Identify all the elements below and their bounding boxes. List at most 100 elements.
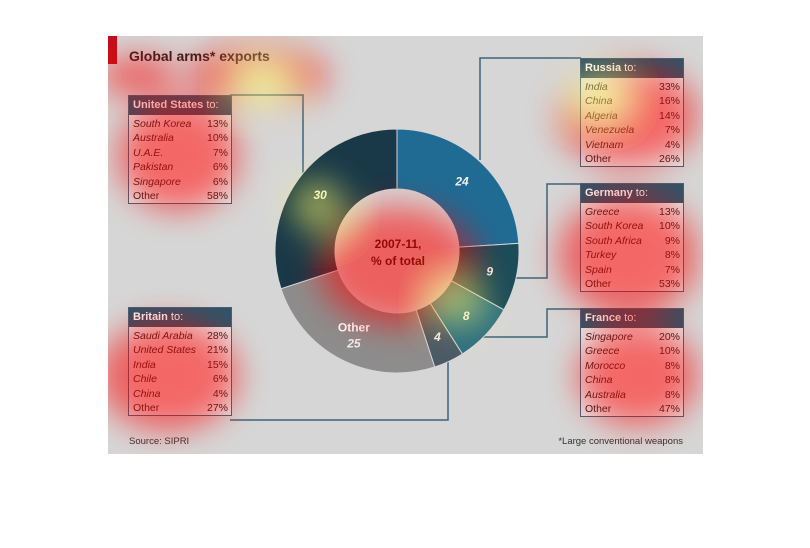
table-row: Other 53%	[581, 277, 683, 291]
destination-share: 15%	[206, 358, 228, 371]
table-row: China 16%	[581, 94, 683, 108]
table-row: India 15%	[129, 358, 231, 372]
table-row: United States 21%	[129, 343, 231, 357]
slice-value-label: 24	[454, 175, 469, 189]
destination-share: 21%	[206, 344, 228, 357]
destination-name: United States	[133, 344, 197, 357]
destination-share: 6%	[212, 175, 228, 188]
slice-value-label: 8	[463, 309, 470, 323]
destination-name: China	[133, 387, 161, 400]
destination-name: India	[133, 358, 156, 371]
box-header: France to:	[581, 309, 683, 328]
table-row: China 8%	[581, 373, 683, 387]
table-row: Australia 8%	[581, 388, 683, 402]
destination-name: Greece	[585, 345, 620, 358]
destination-share: 47%	[658, 403, 680, 416]
table-row: Singapore 20%	[581, 330, 683, 344]
destination-share: 58%	[206, 190, 228, 203]
france-exports-box: France to: Singapore 20% Greece 10% Morocco 8…	[580, 308, 684, 418]
destination-share: 9%	[664, 234, 680, 247]
center-label-line-2: % of total	[371, 254, 425, 268]
destination-share: 26%	[658, 153, 680, 166]
table-row: Other 58%	[129, 189, 231, 203]
slice-label: Other	[338, 321, 370, 335]
country-suffix: to:	[624, 312, 637, 324]
table-row: U.A.E. 7%	[129, 146, 231, 160]
destination-name: Algeria	[585, 109, 618, 122]
footnote: *Large conventional weapons	[558, 436, 683, 447]
table-row: Chile 6%	[129, 372, 231, 386]
country-name: Russia	[585, 62, 622, 74]
destination-name: Pakistan	[133, 161, 174, 174]
donut-slice	[396, 128, 520, 248]
slice-value-label: 9	[486, 265, 493, 279]
destination-name: Saudi Arabia	[133, 330, 193, 342]
germany-exports-box: Germany to: Greece 13% South Korea 10% South…	[580, 183, 684, 293]
destination-name: Vietnam	[585, 138, 624, 151]
table-row: China 4%	[129, 387, 231, 401]
destination-name: India	[585, 81, 608, 93]
leader-us	[230, 94, 304, 175]
destination-name: Australia	[133, 132, 174, 145]
destination-share: 33%	[658, 81, 680, 93]
destination-name: Greece	[585, 206, 620, 218]
destination-share: 53%	[658, 278, 680, 291]
table-row: South Korea 10%	[581, 219, 683, 233]
table-row: Other 47%	[581, 402, 683, 416]
destination-name: Other	[585, 153, 612, 166]
destination-share: 8%	[664, 388, 680, 401]
destination-name: Other	[585, 278, 612, 291]
country-name: United States	[133, 99, 204, 111]
destination-share: 20%	[658, 331, 680, 343]
destination-share: 13%	[658, 206, 680, 218]
destination-name: South Korea	[133, 118, 192, 130]
us-exports-box: United States to: South Korea 13% Australi…	[128, 95, 232, 205]
destination-name: Chile	[133, 373, 157, 386]
table-row: Other 26%	[581, 152, 683, 166]
destination-share: 6%	[212, 161, 228, 174]
destination-name: Singapore	[585, 331, 633, 343]
box-header: Britain to:	[129, 308, 231, 327]
table-row: Turkey 8%	[581, 248, 683, 262]
table-row: Venezuela 7%	[581, 123, 683, 137]
leader-germany	[500, 183, 581, 279]
destination-name: South Korea	[585, 220, 644, 233]
country-suffix: to:	[624, 62, 637, 74]
destination-name: Other	[133, 190, 160, 203]
destination-share: 10%	[658, 345, 680, 358]
table-row: Australia 10%	[129, 131, 231, 145]
box-header: United States to:	[129, 96, 231, 115]
leader-britain	[230, 352, 449, 421]
table-row: Spain 7%	[581, 263, 683, 277]
britain-exports-box: Britain to: Saudi Arabia 28% United States…	[128, 307, 232, 417]
country-suffix: to:	[206, 99, 219, 111]
destination-share: 6%	[212, 373, 228, 386]
accent-bar	[108, 36, 117, 64]
slice-value-label: 4	[433, 330, 441, 344]
destination-name: Other	[133, 402, 160, 415]
country-name: Britain	[133, 311, 168, 323]
destination-share: 7%	[664, 263, 680, 276]
table-row: South Africa 9%	[581, 234, 683, 248]
country-suffix: to:	[635, 187, 648, 199]
table-row: Vietnam 4%	[581, 138, 683, 152]
table-row: Greece 13%	[581, 205, 683, 219]
source-note: Source: SIPRI	[129, 436, 190, 447]
destination-share: 4%	[212, 387, 228, 400]
destination-name: China	[585, 95, 613, 108]
russia-exports-box: Russia to: India 33% China 16% Algeria 14% Ven…	[580, 58, 684, 168]
destination-share: 7%	[212, 146, 228, 159]
table-row: Pakistan 6%	[129, 160, 231, 174]
donut-center-label: 2007-11, % of total	[356, 236, 440, 270]
country-name: France	[585, 312, 622, 324]
slice-value-label: 25	[346, 337, 361, 351]
table-row: Algeria 14%	[581, 109, 683, 123]
destination-share: 7%	[664, 124, 680, 137]
destination-name: Morocco	[585, 359, 626, 372]
box-header: Russia to:	[581, 59, 683, 78]
destination-name: Venezuela	[585, 124, 635, 137]
destination-share: 28%	[206, 330, 228, 342]
country-suffix: to:	[170, 311, 184, 323]
destination-share: 14%	[658, 109, 680, 122]
slice-value-label: 30	[313, 188, 327, 202]
